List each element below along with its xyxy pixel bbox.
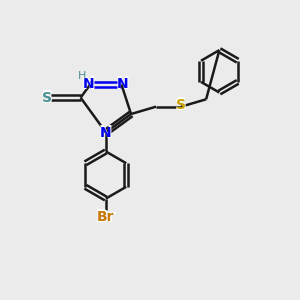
Text: N: N bbox=[117, 77, 129, 91]
Text: N: N bbox=[100, 126, 112, 140]
Text: S: S bbox=[41, 88, 53, 106]
Text: N: N bbox=[83, 77, 94, 91]
Text: Br: Br bbox=[95, 208, 116, 226]
Text: S: S bbox=[175, 96, 187, 114]
Text: N: N bbox=[116, 75, 130, 93]
Text: S: S bbox=[176, 98, 186, 112]
Text: N: N bbox=[82, 75, 96, 93]
Text: N: N bbox=[99, 124, 113, 142]
Text: S: S bbox=[42, 91, 52, 105]
Text: H: H bbox=[78, 71, 86, 81]
Text: Br: Br bbox=[97, 210, 115, 224]
